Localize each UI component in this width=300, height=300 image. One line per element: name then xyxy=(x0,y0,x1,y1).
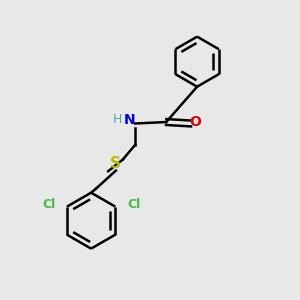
Text: Cl: Cl xyxy=(42,198,55,211)
Text: N: N xyxy=(124,113,135,127)
Text: S: S xyxy=(110,156,121,171)
Text: Cl: Cl xyxy=(127,198,140,211)
Text: O: O xyxy=(189,115,201,129)
Text: H: H xyxy=(112,113,122,127)
